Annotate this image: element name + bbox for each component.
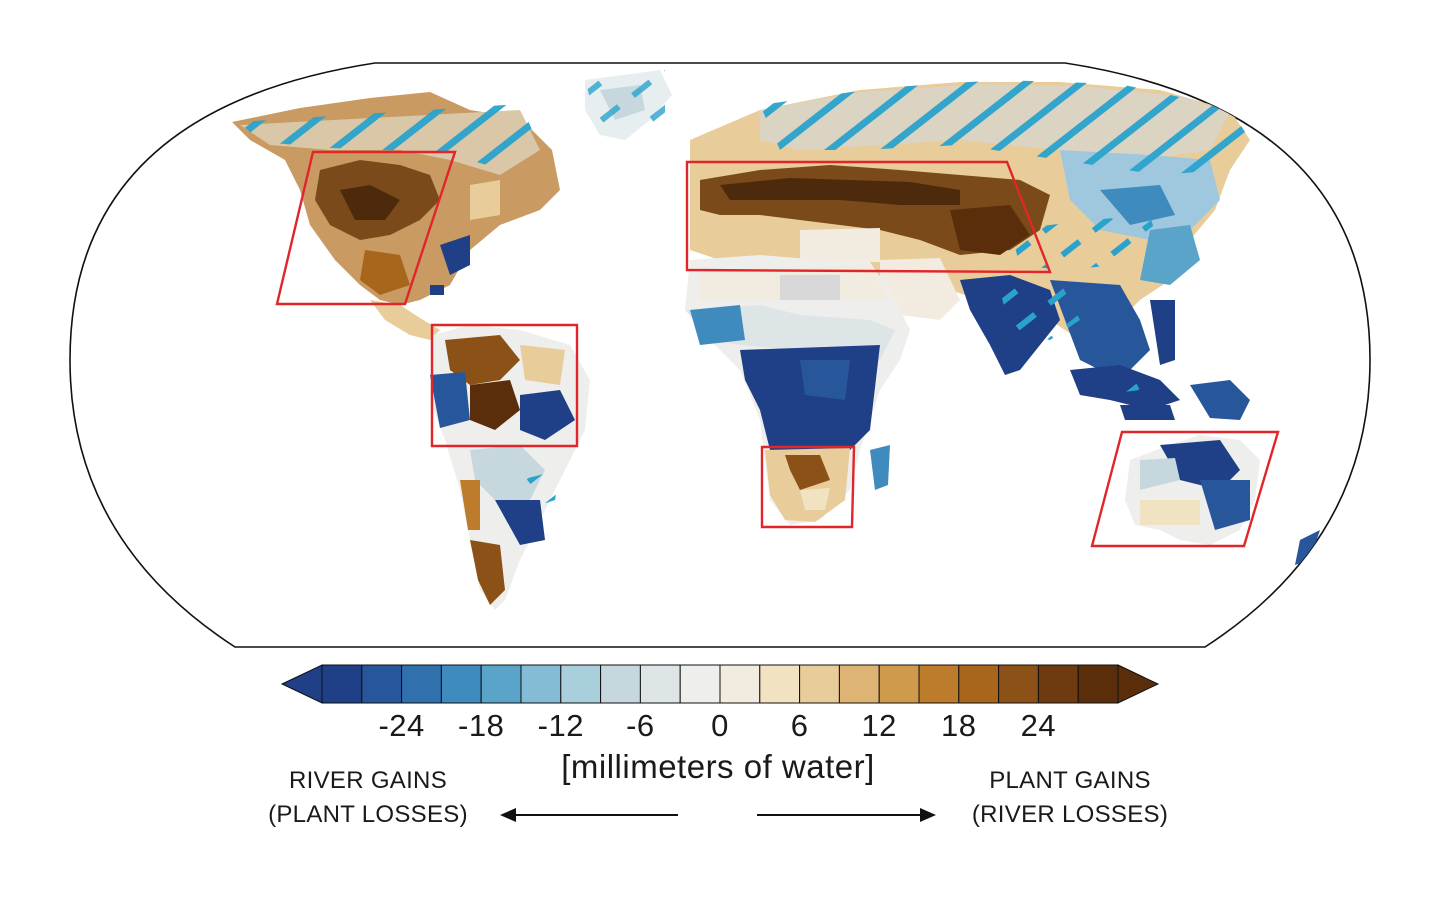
central-america <box>370 285 444 340</box>
colorbar-tick-label: -24 <box>378 708 425 743</box>
region-box-south-america <box>430 323 579 448</box>
colorbar-cell <box>1037 664 1079 704</box>
region-box-southern-africa <box>760 445 856 529</box>
colorbar-high-extension <box>1117 664 1160 704</box>
river-gains-line1: RIVER GAINS <box>289 767 447 794</box>
southeast-asia-islands <box>1070 365 1250 420</box>
colorbar-cell <box>799 664 840 704</box>
south-america <box>430 325 590 610</box>
colorbar-tick-label: 24 <box>1020 708 1057 743</box>
colorbar-tick-label: 6 <box>790 708 809 743</box>
colorbar-cell <box>679 664 721 704</box>
colorbar-cell <box>719 664 761 704</box>
colorbar-cell <box>480 664 522 704</box>
colorbar-units-label: [millimeters of water] <box>561 748 875 785</box>
colorbar-cell <box>918 664 960 704</box>
region-box-eurasia <box>685 160 1052 274</box>
eurasia <box>690 80 1250 380</box>
region-box-australia <box>1090 430 1280 548</box>
colorbar-tick-label: -12 <box>537 708 584 743</box>
greenland <box>585 70 672 140</box>
highlight-regions <box>275 150 1280 548</box>
arrow-right <box>757 808 936 822</box>
north-america <box>232 92 560 305</box>
arrow-left <box>500 808 678 822</box>
colorbar-cell <box>361 664 403 704</box>
colorbar-cell <box>838 664 880 704</box>
colorbar-cell <box>401 664 442 704</box>
colorbar-tick-label: 0 <box>711 708 729 743</box>
colorbar-cell <box>600 664 641 704</box>
colorbar-cell <box>639 664 681 704</box>
colorbar-tick-label: 12 <box>861 708 897 743</box>
colorbar-cell <box>878 664 920 704</box>
colorbar-cell <box>321 664 363 704</box>
colorbar-cell <box>560 664 602 704</box>
colorbar-tick-label: -18 <box>458 708 505 743</box>
colorbar <box>280 664 1160 704</box>
australia <box>1125 435 1320 565</box>
colorbar-cell <box>1077 664 1119 704</box>
river-gains-line2: (PLANT LOSSES) <box>268 801 468 828</box>
colorbar-cell <box>759 664 801 704</box>
colorbar-cell <box>440 664 482 704</box>
colorbar-tick-label: -6 <box>626 708 655 743</box>
colorbar-tick-label: 18 <box>941 708 977 743</box>
colorbar-cell <box>998 664 1039 704</box>
river-gains-label: RIVER GAINS (PLANT LOSSES) <box>263 764 473 832</box>
colorbar-cell <box>958 664 1000 704</box>
plant-gains-label: PLANT GAINS (RIVER LOSSES) <box>965 764 1175 832</box>
plant-gains-line2: (RIVER LOSSES) <box>971 801 1169 828</box>
plant-gains-line1: PLANT GAINS <box>989 767 1151 794</box>
colorbar-cell <box>520 664 562 704</box>
colorbar-low-extension <box>280 664 323 704</box>
region-box-north-america <box>275 150 457 306</box>
